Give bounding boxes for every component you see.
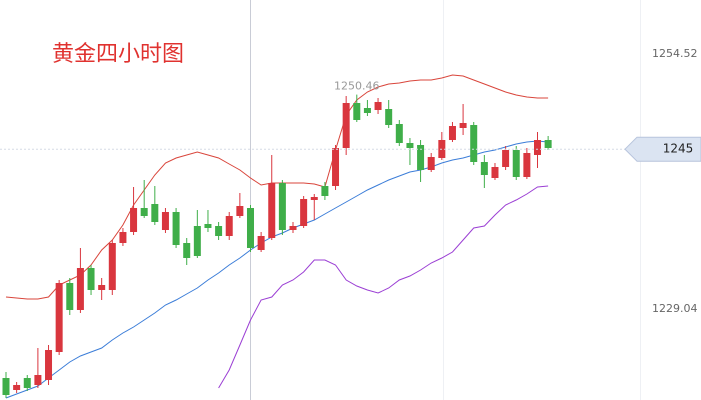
candle-body [98,285,106,290]
candle-body [161,212,169,230]
plot-area [2,74,552,399]
candle-body [2,378,10,395]
candle-body [534,140,541,155]
y-tick-label: 1254.52 [652,47,698,60]
chart-title: 黄金四小时图 [52,42,184,67]
candle-body [480,162,488,175]
candle-body [257,236,265,250]
candle-body [34,375,42,385]
candle-body [151,204,159,222]
high-annotation: 1250.46 [334,80,380,93]
candle-body [523,153,531,177]
candle-body [76,268,84,310]
candle-body [66,283,74,310]
band-line [5,74,549,300]
candle-body [385,109,393,125]
candle-body [183,243,191,258]
candle-body [13,385,21,390]
band-line [218,185,549,389]
candle-body [332,148,340,186]
candle-body [427,157,435,170]
candle-body [353,103,361,120]
candle-body [363,108,371,113]
candle-body [300,199,308,226]
candle-body [45,350,53,380]
candle-body [172,212,180,245]
candle-body [215,226,223,236]
candle-body [544,140,552,148]
last-price-label: 1245 [663,142,694,156]
candle-body [310,197,318,200]
candle-body [289,226,297,230]
last-price-box [624,136,701,162]
candle-body [512,150,520,177]
candle-body [502,150,510,167]
candle-body [246,208,254,248]
candle-body [459,123,467,128]
candle-body [374,102,382,110]
candle-body [417,145,425,170]
candle-body [130,208,138,232]
candle-body [225,216,233,236]
candle-body [204,224,212,228]
candle-body [491,167,499,178]
candle-body [406,143,414,148]
candle-body [342,103,350,148]
candle-body [395,124,403,143]
y-tick-label: 1229.04 [652,302,698,315]
candle-body [236,206,244,216]
candle-body [119,232,127,243]
candle-body [278,183,286,230]
candle-body [470,125,478,162]
band-line [5,140,549,399]
candle-body [268,183,276,238]
candle-body [55,283,63,352]
candle-body [193,226,201,256]
candle-body [448,126,456,140]
candle-body [140,208,148,216]
candle-body [108,243,116,290]
candle-body [87,268,95,290]
candle-body [321,186,329,196]
candle-body [23,378,31,388]
